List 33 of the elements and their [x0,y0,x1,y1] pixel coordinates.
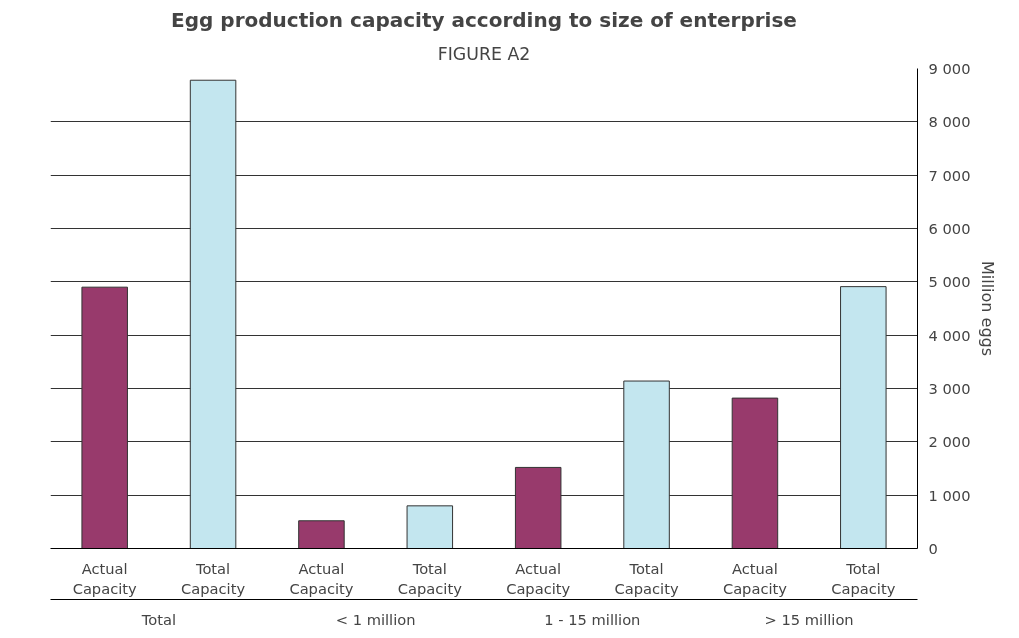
series-label: Actual Capacity [506,559,571,597]
bar [840,286,887,549]
text: Total Capacity [831,559,896,597]
bar [81,286,128,549]
y-tick-label: 6 000 [928,220,971,237]
bar [731,397,779,549]
x-tick-label: < 1 million [335,610,416,628]
y-axis-title: Million eggs [978,260,998,357]
x-tick-label: Total [140,610,176,628]
chart-subtitle: Egg production capacity according to size of enterprise [171,7,797,32]
y-tick-label: 3 000 [928,380,971,397]
bar [298,520,345,549]
y-tick-label: 1 000 [928,486,971,504]
bar [189,79,237,549]
x-tick-label: > 15 million [764,610,854,628]
text: Actual Capacity [289,559,354,597]
y-tick-label: 2 000 [928,433,971,451]
y-tick-label: 9 000 [928,60,971,77]
text: Actual Capacity [722,559,787,597]
y-tick-label: 4 000 [928,326,971,344]
chart-title: FIGURE A2 [437,43,531,64]
y-tick-label: 0 [928,540,938,557]
y-tick-label: 5 000 [928,273,971,291]
text: Total Capacity [181,559,246,597]
bar [406,505,454,549]
text: Actual Capacity [72,559,137,597]
y-tick-label: 7 000 [928,166,971,184]
x-tick-label: 1 - 15 million [544,610,641,628]
y-tick-label: 8 000 [928,113,971,131]
text: Total Capacity [614,559,679,597]
series-label: Total Capacity [397,559,463,597]
bar [623,380,670,549]
bar [514,466,562,549]
